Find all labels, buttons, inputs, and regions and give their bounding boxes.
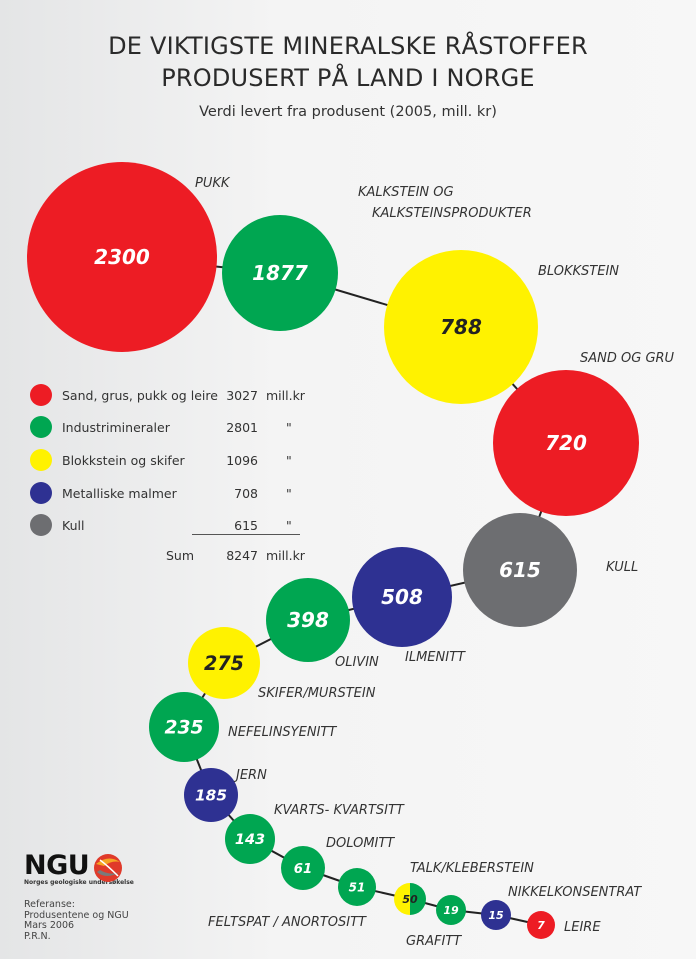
legend-unit: " xyxy=(286,453,292,468)
logo-text: NGU xyxy=(24,850,90,881)
bubbles: 2300187778872061550839827523518514361515… xyxy=(27,162,639,939)
bubble xyxy=(149,692,219,762)
bubble-value: 398 xyxy=(287,608,329,632)
legend-swatch xyxy=(30,514,52,536)
ngu-logo: NGU Norges geologiske undersøkelse xyxy=(24,850,134,886)
bubble-name: LEIRE xyxy=(564,920,601,935)
legend-label: Sand, grus, pukk og leire xyxy=(62,388,218,403)
legend-swatch xyxy=(30,384,52,406)
bubble-value: 50 xyxy=(402,893,418,906)
bubble-name: OLIVIN xyxy=(335,655,379,670)
reference-line: Produsentene og NGU xyxy=(24,909,129,921)
bubble xyxy=(463,513,577,627)
chart-subtitle: Verdi levert fra produsent (2005, mill. … xyxy=(199,104,497,120)
ngu-globe-icon xyxy=(94,854,122,882)
legend-label: Blokkstein og skifer xyxy=(62,453,185,468)
bubble xyxy=(436,895,466,925)
legend-item: Industrimineraler 2801 " xyxy=(30,414,320,440)
bubble-name: BLOKKSTEIN xyxy=(538,264,619,279)
bubble-name: TALK/KLEBERSTEIN xyxy=(410,861,534,876)
bubble-name: PUKK xyxy=(195,176,231,191)
bubble xyxy=(281,846,325,890)
bubble xyxy=(527,911,555,939)
bubble xyxy=(222,215,338,331)
bubble-value: 15 xyxy=(488,909,504,922)
bubble xyxy=(266,578,350,662)
bubble-value: 2300 xyxy=(94,245,150,269)
bubble-names: PUKK KALKSTEIN OG KALKSTEINSPRODUKTER BLOKK… xyxy=(195,176,675,949)
bubble xyxy=(184,768,238,822)
reference-line: P.R.N. xyxy=(24,930,51,942)
bubble xyxy=(493,370,639,516)
legend-unit: mill.kr xyxy=(266,388,305,403)
legend-unit: " xyxy=(286,486,292,501)
bubble-value: 275 xyxy=(204,652,244,675)
legend-sum-label: Sum xyxy=(166,548,195,563)
bubble-name: KVARTS- KVARTSITT xyxy=(274,803,405,818)
bubble-value: 7 xyxy=(537,919,545,932)
legend-label: Metalliske malmer xyxy=(62,486,177,501)
legend-swatch xyxy=(30,449,52,471)
bubble-value: 143 xyxy=(235,832,265,848)
bubble-name: DOLOMITT xyxy=(326,836,395,851)
title-line-2: PRODUSERT PÅ LAND I NORGE xyxy=(161,64,535,92)
reference-line: Referanse: xyxy=(24,899,75,910)
bubble xyxy=(225,814,275,864)
bubble-value: 720 xyxy=(545,431,587,455)
legend-sum-value: 8247 xyxy=(226,548,258,563)
bubble-name: SKIFER/MURSTEIN xyxy=(258,686,376,701)
bubble-name: NIKKELKONSENTRAT xyxy=(508,885,642,900)
legend-item: Sand, grus, pukk og leire 3027 mill.kr xyxy=(30,382,320,408)
bubble xyxy=(352,547,452,647)
legend-item: Blokkstein og skifer 1096 " xyxy=(30,447,320,473)
bubble xyxy=(338,868,376,906)
legend-value: 615 xyxy=(234,518,258,533)
legend-item: Kull 615 " xyxy=(30,512,320,538)
bubble-left-half xyxy=(394,883,410,915)
bubble xyxy=(481,900,511,930)
bubble-value: 185 xyxy=(195,787,227,805)
legend-label: Industrimineraler xyxy=(62,420,170,435)
legend-swatch xyxy=(30,416,52,438)
bubble-name: JERN xyxy=(233,768,267,783)
bubble-value: 615 xyxy=(499,558,541,582)
reference-note: Referanse: Produsentene og NGU Mars 2006… xyxy=(24,899,129,942)
bubble-name: KALKSTEINSPRODUKTER xyxy=(372,206,532,221)
title-line-1: DE VIKTIGSTE MINERALSKE RÅSTOFFER xyxy=(108,32,588,60)
legend-sum-rule xyxy=(192,534,300,535)
bubble-name: FELTSPAT / ANORTOSITT xyxy=(208,915,367,930)
logo-subtext: Norges geologiske undersøkelse xyxy=(24,879,134,886)
legend-value: 708 xyxy=(234,486,258,501)
legend-value: 2801 xyxy=(226,420,258,435)
bubble-name: NEFELINSYENITT xyxy=(228,725,337,740)
bubble xyxy=(27,162,217,352)
bubble xyxy=(188,627,260,699)
bubble-value: 51 xyxy=(349,880,366,894)
bubble-name: SAND OG GRU xyxy=(580,351,675,366)
bubble-value: 235 xyxy=(164,718,203,739)
bubble-value: 19 xyxy=(443,904,459,917)
bubble-name: ILMENITT xyxy=(405,650,466,665)
bubble-value: 788 xyxy=(440,315,482,339)
legend-unit: " xyxy=(286,518,292,533)
legend-value: 1096 xyxy=(226,453,258,468)
reference-line: Mars 2006 xyxy=(24,920,75,931)
legend-value: 3027 xyxy=(226,388,258,403)
legend-unit: " xyxy=(286,420,292,435)
bubble-name: KALKSTEIN OG xyxy=(358,185,454,200)
bubble-name: KULL xyxy=(606,560,638,575)
bubble-value: 61 xyxy=(294,862,312,877)
legend-label: Kull xyxy=(62,518,85,533)
bubble-name: GRAFITT xyxy=(406,934,462,949)
bubble-value: 508 xyxy=(381,585,423,609)
bubble-value: 1877 xyxy=(252,261,308,285)
legend-swatch xyxy=(30,482,52,504)
chart-title: DE VIKTIGSTE MINERALSKE RÅSTOFFER PRODUS… xyxy=(0,30,696,94)
legend-sum-unit: mill.kr xyxy=(266,548,305,563)
bubble xyxy=(384,250,538,404)
legend-item: Metalliske malmer 708 " xyxy=(30,480,320,506)
bubble-right-half xyxy=(410,883,426,915)
